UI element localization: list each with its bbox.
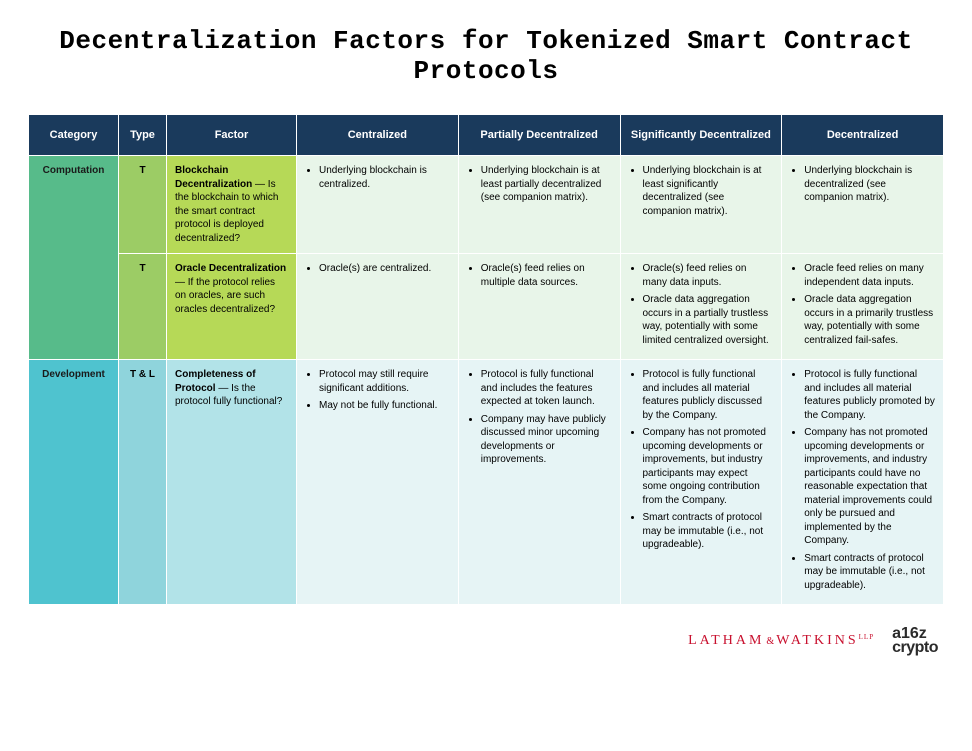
factor-cell: Blockchain Decentralization — Is the blo… — [167, 156, 297, 254]
bullet-item: Underlying blockchain is decentralized (… — [804, 164, 935, 205]
data-cell: Protocol is fully functional and include… — [782, 360, 944, 605]
column-header: Partially Decentralized — [458, 115, 620, 156]
type-cell: T & L — [119, 360, 167, 605]
bullet-item: Oracle(s) are centralized. — [319, 262, 450, 276]
data-cell: Oracle(s) are centralized. — [297, 254, 459, 360]
data-cell: Underlying blockchain is at least partia… — [458, 156, 620, 254]
bullet-item: May not be fully functional. — [319, 399, 450, 413]
bullet-item: Protocol is fully functional and include… — [481, 368, 612, 409]
column-header: Significantly Decentralized — [620, 115, 782, 156]
bullet-item: Protocol may still require significant a… — [319, 368, 450, 395]
data-cell: Protocol is fully functional and include… — [458, 360, 620, 605]
category-cell: Computation — [29, 156, 119, 360]
column-header: Decentralized — [782, 115, 944, 156]
factor-cell: Completeness of Protocol — Is the protoc… — [167, 360, 297, 605]
a16z-crypto-logo: a16z crypto — [892, 627, 938, 654]
bullet-item: Protocol is fully functional and include… — [643, 368, 774, 422]
bullet-item: Underlying blockchain is at least signif… — [643, 164, 774, 218]
bullet-item: Oracle data aggregation occurs in a prim… — [804, 293, 935, 347]
bullet-item: Underlying blockchain is at least partia… — [481, 164, 612, 205]
bullet-item: Smart contracts of protocol may be immut… — [643, 511, 774, 552]
column-header: Centralized — [297, 115, 459, 156]
bullet-item: Oracle(s) feed relies on many data input… — [643, 262, 774, 289]
bullet-item: Company has not promoted upcoming develo… — [643, 426, 774, 507]
table-row: DevelopmentT & LCompleteness of Protocol… — [29, 360, 944, 605]
table-header: CategoryTypeFactorCentralizedPartially D… — [29, 115, 944, 156]
data-cell: Protocol may still require significant a… — [297, 360, 459, 605]
data-cell: Underlying blockchain is at least signif… — [620, 156, 782, 254]
bullet-item: Oracle(s) feed relies on multiple data s… — [481, 262, 612, 289]
bullet-item: Smart contracts of protocol may be immut… — [804, 552, 935, 593]
latham-watkins-logo: LATHAM&WATKINSLLP — [688, 633, 874, 649]
column-header: Type — [119, 115, 167, 156]
bullet-item: Company may have publicly discussed mino… — [481, 413, 612, 467]
column-header: Factor — [167, 115, 297, 156]
data-cell: Oracle(s) feed relies on many data input… — [620, 254, 782, 360]
page-title: Decentralization Factors for Tokenized S… — [28, 26, 944, 86]
factor-cell: Oracle Decentralization — If the protoco… — [167, 254, 297, 360]
data-cell: Protocol is fully functional and include… — [620, 360, 782, 605]
type-cell: T — [119, 156, 167, 254]
data-cell: Oracle feed relies on many independent d… — [782, 254, 944, 360]
table-row: ComputationTBlockchain Decentralization … — [29, 156, 944, 254]
type-cell: T — [119, 254, 167, 360]
bullet-item: Protocol is fully functional and include… — [804, 368, 935, 422]
data-cell: Underlying blockchain is decentralized (… — [782, 156, 944, 254]
factors-table: CategoryTypeFactorCentralizedPartially D… — [28, 114, 944, 605]
category-cell: Development — [29, 360, 119, 605]
data-cell: Underlying blockchain is centralized. — [297, 156, 459, 254]
footer-logos: LATHAM&WATKINSLLP a16z crypto — [28, 627, 944, 654]
bullet-item: Oracle data aggregation occurs in a part… — [643, 293, 774, 347]
table-row: TOracle Decentralization — If the protoc… — [29, 254, 944, 360]
bullet-item: Company has not promoted upcoming develo… — [804, 426, 935, 548]
bullet-item: Oracle feed relies on many independent d… — [804, 262, 935, 289]
bullet-item: Underlying blockchain is centralized. — [319, 164, 450, 191]
data-cell: Oracle(s) feed relies on multiple data s… — [458, 254, 620, 360]
column-header: Category — [29, 115, 119, 156]
